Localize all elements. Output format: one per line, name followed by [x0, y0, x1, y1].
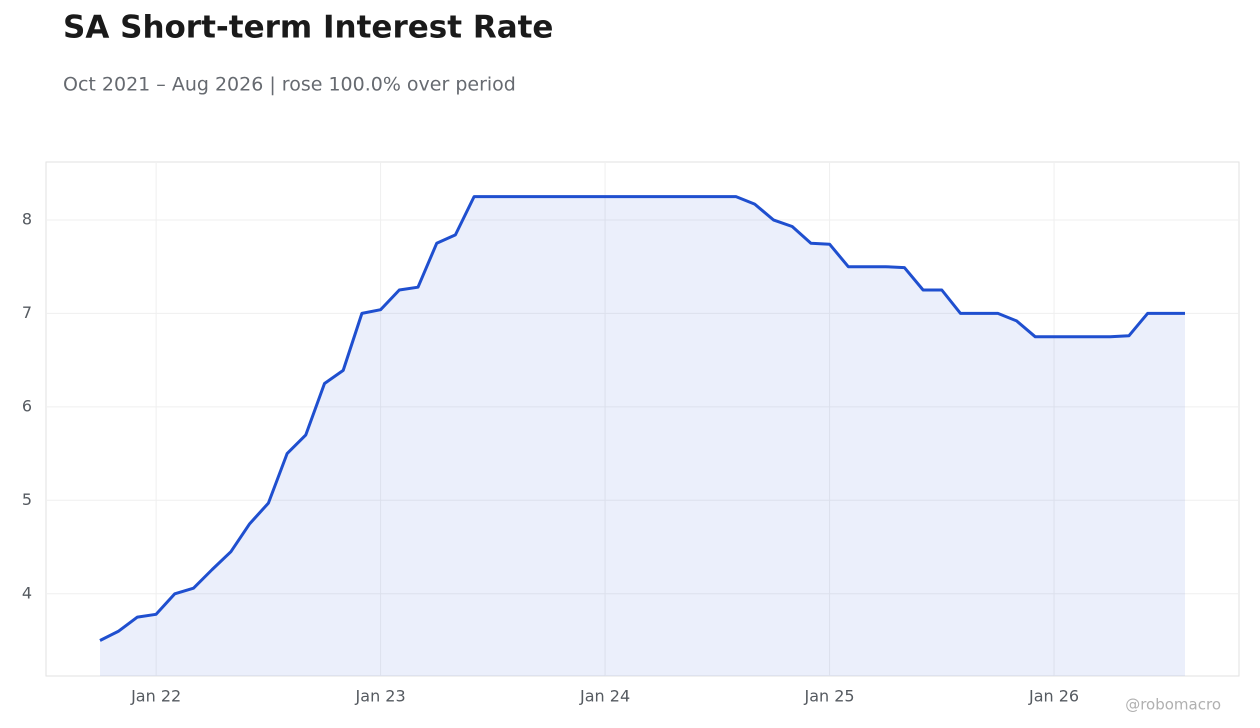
chart-title: SA Short-term Interest Rate — [63, 10, 553, 46]
y-tick-label: 8 — [22, 209, 32, 228]
x-tick-label: Jan 23 — [355, 687, 406, 706]
x-tick-label: Jan 22 — [130, 687, 181, 706]
watermark: @robomacro — [1125, 696, 1221, 714]
y-tick-label: 7 — [22, 303, 32, 322]
y-tick-label: 4 — [22, 583, 32, 602]
area — [100, 196, 1185, 676]
x-tick-label: Jan 24 — [579, 687, 630, 706]
plot-frame — [45, 161, 1240, 677]
x-tick-label: Jan 26 — [1028, 687, 1079, 706]
y-tick-label: 6 — [22, 396, 32, 415]
line — [99, 195, 1185, 642]
y-tick-label: 5 — [22, 490, 32, 509]
chart-subtitle: Oct 2021 – Aug 2026 | rose 100.0% over p… — [63, 74, 516, 96]
x-tick-label: Jan 25 — [804, 687, 855, 706]
